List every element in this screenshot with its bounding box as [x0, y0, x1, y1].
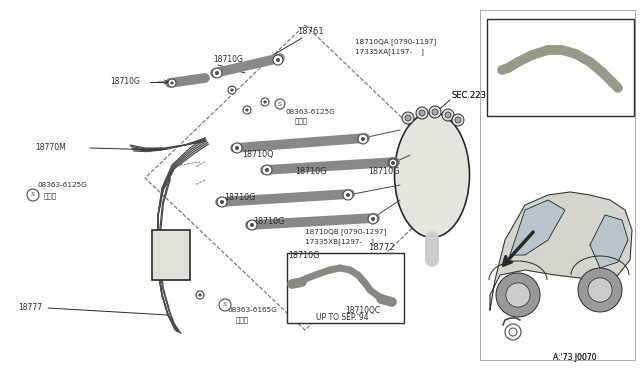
Circle shape	[219, 299, 231, 311]
Circle shape	[261, 98, 269, 106]
Text: 18710G: 18710G	[295, 167, 326, 176]
Text: UP TO SEP.'94: UP TO SEP.'94	[316, 314, 368, 323]
Text: 18777: 18777	[18, 304, 42, 312]
Circle shape	[392, 161, 395, 164]
Circle shape	[243, 106, 251, 114]
Circle shape	[388, 158, 398, 168]
Text: A:'73 J0070: A:'73 J0070	[553, 353, 597, 362]
Polygon shape	[510, 200, 565, 255]
Text: 17951: 17951	[534, 23, 563, 32]
Polygon shape	[490, 192, 632, 310]
Circle shape	[228, 86, 236, 94]
Text: 18710QB [0790-1297]: 18710QB [0790-1297]	[305, 229, 387, 235]
Circle shape	[235, 146, 239, 150]
Circle shape	[405, 115, 411, 121]
FancyBboxPatch shape	[287, 253, 404, 323]
Text: 17335XA[1197-    ]: 17335XA[1197- ]	[355, 49, 424, 55]
Circle shape	[273, 55, 283, 65]
Circle shape	[361, 137, 365, 141]
Circle shape	[276, 58, 280, 62]
Circle shape	[262, 165, 272, 175]
Circle shape	[232, 143, 242, 153]
Circle shape	[168, 79, 176, 87]
Text: 18761: 18761	[297, 28, 324, 36]
Circle shape	[445, 112, 451, 118]
Bar	[480, 10, 635, 360]
Text: （１）: （１）	[236, 317, 249, 323]
Circle shape	[230, 89, 234, 92]
Circle shape	[452, 114, 464, 126]
Text: SEC.223: SEC.223	[452, 90, 487, 99]
Circle shape	[429, 106, 441, 118]
Circle shape	[389, 159, 397, 167]
Text: 08363-6165G: 08363-6165G	[228, 307, 278, 313]
Text: 08363-6125G: 08363-6125G	[38, 182, 88, 188]
Text: 17951: 17951	[529, 23, 557, 32]
Circle shape	[432, 109, 438, 115]
Text: SEC.223: SEC.223	[452, 90, 487, 99]
Text: 18710QC: 18710QC	[345, 305, 380, 314]
Circle shape	[578, 268, 622, 312]
Text: 18710Q: 18710Q	[242, 151, 273, 160]
Text: 18710QA [0790-1197]: 18710QA [0790-1197]	[355, 39, 436, 45]
Circle shape	[343, 190, 353, 200]
Polygon shape	[590, 215, 628, 268]
Circle shape	[358, 134, 368, 144]
Circle shape	[588, 278, 612, 302]
Circle shape	[419, 110, 425, 116]
Circle shape	[215, 71, 219, 75]
Text: S: S	[278, 102, 282, 106]
Circle shape	[416, 107, 428, 119]
Circle shape	[505, 324, 521, 340]
Circle shape	[264, 100, 267, 103]
Circle shape	[196, 291, 204, 299]
Text: 18710G: 18710G	[110, 77, 140, 87]
FancyBboxPatch shape	[487, 19, 634, 116]
Circle shape	[217, 197, 227, 207]
Circle shape	[245, 108, 248, 112]
Circle shape	[247, 220, 257, 230]
Text: 18710G: 18710G	[368, 167, 399, 176]
Text: （１）: （１）	[295, 118, 308, 124]
Circle shape	[368, 214, 378, 224]
Text: 18710G: 18710G	[288, 250, 319, 260]
Circle shape	[346, 193, 350, 197]
Text: S: S	[223, 302, 227, 308]
Circle shape	[220, 200, 224, 204]
Text: S: S	[31, 192, 35, 198]
Text: 08363-6125G: 08363-6125G	[285, 109, 335, 115]
Circle shape	[496, 273, 540, 317]
Circle shape	[170, 81, 173, 84]
Circle shape	[402, 112, 414, 124]
Circle shape	[212, 68, 222, 78]
Circle shape	[371, 217, 375, 221]
Circle shape	[265, 168, 269, 172]
Text: 18710G: 18710G	[253, 218, 284, 227]
Circle shape	[506, 283, 530, 307]
Bar	[152, 230, 190, 280]
Circle shape	[275, 99, 285, 109]
Text: （２）: （２）	[44, 193, 57, 199]
Circle shape	[442, 109, 454, 121]
Circle shape	[27, 189, 39, 201]
Circle shape	[455, 117, 461, 123]
Text: 18710G: 18710G	[224, 192, 255, 202]
Text: 18772: 18772	[368, 244, 395, 253]
Text: A:'73 J0070: A:'73 J0070	[553, 353, 597, 362]
Text: 18710G: 18710G	[213, 55, 243, 64]
Text: 17335XB[1297-    ]: 17335XB[1297- ]	[305, 238, 374, 246]
Circle shape	[198, 294, 202, 296]
Text: 18770M: 18770M	[35, 144, 66, 153]
Circle shape	[391, 161, 395, 165]
Ellipse shape	[394, 112, 470, 237]
Circle shape	[250, 223, 254, 227]
